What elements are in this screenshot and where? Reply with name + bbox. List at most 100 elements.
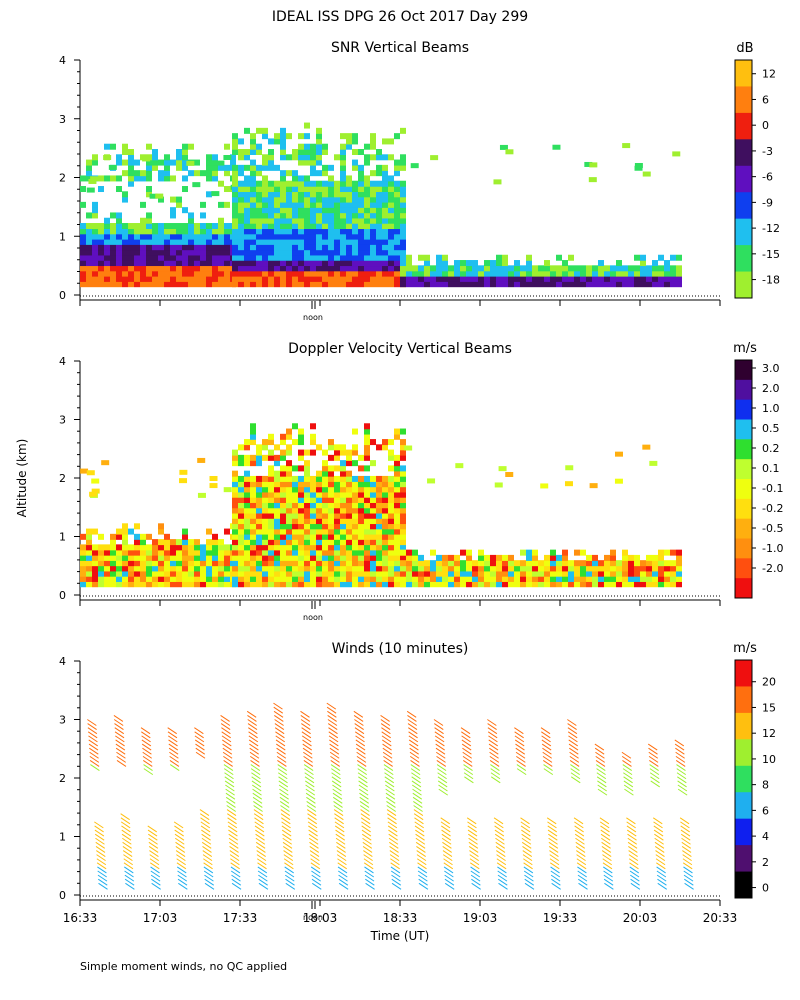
colorbar-label-snr: 12 [762, 68, 776, 81]
heat-cell-snr [340, 154, 346, 161]
heat-cell-snr [502, 270, 508, 277]
heat-cell-doppler [250, 518, 256, 525]
heat-cell-snr [104, 244, 110, 251]
heat-cell-snr [286, 260, 292, 267]
heat-cell-snr [158, 238, 164, 245]
heat-cell-doppler [388, 512, 394, 519]
heat-cell-doppler [550, 581, 556, 588]
wind-barb [222, 743, 232, 751]
heat-cell-doppler [658, 575, 664, 582]
heat-cell-snr [466, 265, 472, 272]
heat-cell-doppler [364, 428, 370, 435]
heat-cell-doppler [520, 581, 526, 588]
heat-cell-doppler [412, 570, 418, 577]
heat-cell-doppler [274, 533, 280, 540]
heat-cell-snr [98, 223, 104, 230]
wind-barb [311, 878, 322, 886]
heat-cell-snr [676, 275, 682, 282]
wind-barb [356, 760, 367, 767]
heat-cell-doppler [262, 565, 268, 572]
heat-cell-snr [182, 228, 188, 235]
wind-barb [628, 846, 638, 853]
heat-cell-snr [406, 270, 412, 277]
wind-barb [230, 858, 240, 866]
heat-cell-doppler [364, 502, 370, 509]
heat-cell-doppler [238, 502, 244, 509]
heat-cell-snr [238, 212, 244, 219]
heat-cell-doppler [508, 575, 514, 582]
heat-cell-snr [610, 270, 616, 277]
heat-cell-doppler [164, 565, 170, 572]
heat-cell-doppler [364, 528, 370, 535]
heat-cell-doppler [292, 570, 298, 577]
wind-barb [283, 846, 293, 853]
heat-cell-doppler [244, 570, 250, 577]
heat-cell-doppler [298, 512, 304, 519]
heat-cell-snr [128, 281, 134, 288]
wind-barb [549, 862, 560, 870]
wind-barb [275, 735, 285, 743]
heat-cell-snr [562, 265, 568, 272]
heat-cell-snr [400, 254, 406, 261]
heat-cell-snr [316, 260, 322, 267]
heat-cell-snr [230, 154, 236, 161]
heat-cell-snr [128, 265, 134, 272]
wind-barb [547, 829, 558, 837]
wind-barb [333, 800, 343, 808]
heat-cell-doppler [268, 528, 274, 535]
heat-cell-snr [322, 281, 328, 288]
heat-cell-doppler [238, 565, 244, 572]
heat-cell-doppler [358, 512, 364, 519]
heat-cell-snr [280, 191, 286, 198]
wind-barb [621, 751, 632, 759]
heat-cell-doppler [256, 491, 262, 498]
heat-cell-doppler [400, 549, 406, 556]
wind-barb [542, 747, 552, 755]
wind-barb [381, 739, 392, 747]
heat-cell-doppler [454, 565, 460, 572]
y-tick-label-doppler: 2 [59, 472, 66, 485]
heat-cell-doppler [244, 454, 250, 461]
heat-cell-snr [562, 275, 568, 282]
heat-cell-snr [322, 186, 328, 193]
heat-cell-doppler [334, 575, 340, 582]
wind-barb [177, 874, 188, 882]
y-tick-label-doppler: 1 [59, 531, 66, 544]
heat-cell-doppler [616, 560, 622, 567]
heat-cell-snr [244, 217, 250, 224]
heat-cell-doppler [304, 560, 310, 567]
heat-cell-snr [250, 207, 256, 214]
heat-cell-snr [256, 270, 262, 277]
wind-barb [437, 768, 447, 776]
heat-cell-snr [340, 175, 346, 182]
heat-cell-snr [152, 275, 158, 282]
wind-barb [251, 776, 261, 784]
heat-cell-snr [262, 154, 268, 161]
wind-barb [223, 755, 233, 763]
heat-cell-doppler [238, 528, 244, 535]
heat-cell-doppler [352, 491, 358, 498]
wind-barb [541, 731, 551, 739]
wind-barb [354, 719, 364, 726]
heat-cell-snr [394, 260, 400, 267]
heat-cell-doppler [218, 581, 224, 588]
wind-barb [309, 846, 320, 853]
heat-cell-snr [346, 143, 352, 150]
colorbar-frame-snr [734, 59, 753, 299]
heat-cell-snr [110, 260, 116, 267]
heat-cell-snr [334, 265, 340, 272]
heat-cell-snr [262, 270, 268, 277]
wind-barb [301, 735, 312, 743]
heat-cell-doppler [364, 439, 370, 446]
heat-cell-doppler [310, 423, 316, 430]
heat-cell-doppler [98, 565, 104, 572]
heat-cell-snr [98, 254, 104, 261]
heat-cell-doppler [152, 570, 158, 577]
heat-cell-snr [298, 254, 304, 261]
heat-cell-doppler [394, 523, 400, 530]
heat-cell-doppler [286, 470, 292, 477]
heat-cell-snr [188, 228, 194, 235]
heat-cell-doppler [262, 575, 268, 582]
heat-cell-snr [262, 244, 268, 251]
wind-barb [683, 866, 693, 874]
